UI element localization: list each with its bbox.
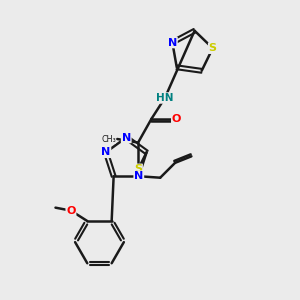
- Text: HN: HN: [156, 93, 174, 103]
- Text: N: N: [168, 38, 177, 47]
- Text: S: S: [134, 164, 142, 174]
- Text: O: O: [172, 114, 181, 124]
- Text: CH₃: CH₃: [101, 134, 116, 143]
- Text: S: S: [209, 43, 217, 53]
- Text: N: N: [134, 171, 143, 181]
- Text: N: N: [101, 147, 110, 157]
- Text: N: N: [122, 133, 131, 142]
- Text: O: O: [66, 206, 76, 216]
